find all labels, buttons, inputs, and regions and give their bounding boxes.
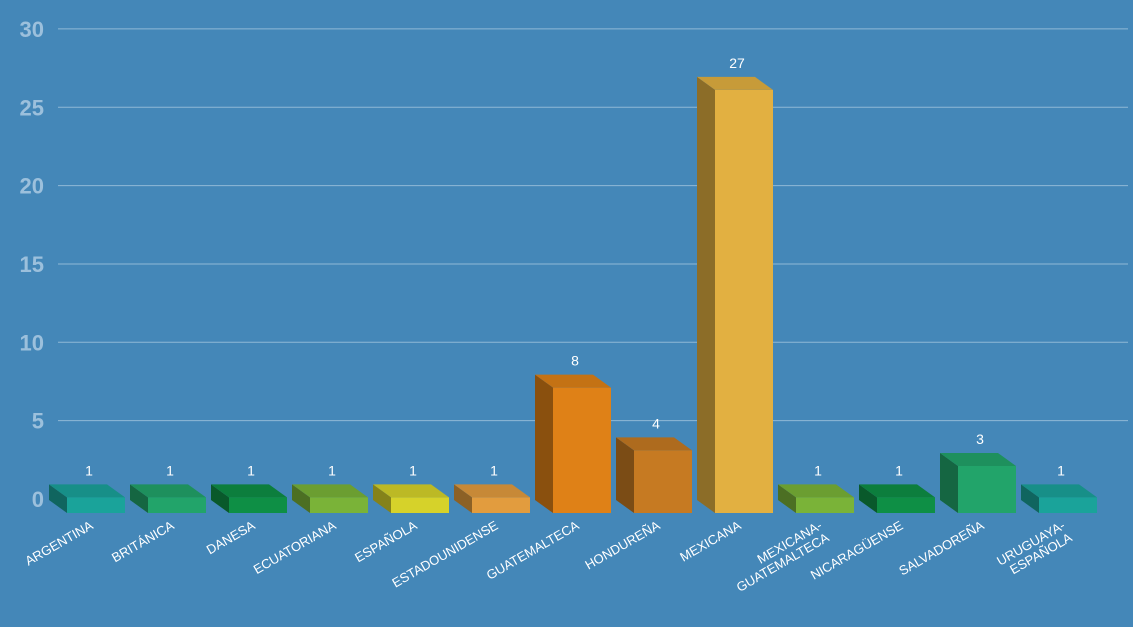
y-tick-label: 15 [20,252,44,277]
data-label: 8 [571,353,579,369]
bar-front [634,450,692,513]
bar-front [148,497,206,513]
bar [454,484,530,513]
bar-top [130,484,206,498]
bar [211,484,287,513]
bar [697,76,773,513]
x-tick-label: SALVADOREÑA [896,517,987,578]
bar-front [67,497,125,513]
bar-front [796,497,854,513]
bar-top [616,437,692,451]
bar [616,437,692,513]
bar-side [454,484,472,513]
bar [292,484,368,513]
x-tick-label: URUGUAYA-ESPAÑOLA [994,517,1075,580]
bar-side [940,452,958,513]
data-label: 3 [976,431,984,447]
bar [373,484,449,513]
y-tick-label: 0 [32,487,44,512]
bar-top [454,484,530,498]
data-label: 1 [814,462,822,478]
bar-side [211,484,229,513]
bar-side [697,76,715,513]
y-tick-label: 25 [20,95,44,120]
bar-top [535,374,611,388]
data-label: 1 [895,462,903,478]
x-tick-label: NICARAGÜENSE [808,517,906,582]
bar-front [391,497,449,513]
bar-side [1021,484,1039,513]
bar-top [292,484,368,498]
y-tick-label: 30 [20,17,44,42]
bar-front [1039,497,1097,513]
data-label: 1 [247,462,255,478]
data-label: 4 [652,415,660,431]
bar-side [373,484,391,513]
x-tick-label: ECUATORIANA [251,517,339,577]
bar-side [535,374,553,513]
bar [49,484,125,513]
data-label: 1 [490,462,498,478]
bar-front [715,89,773,513]
bar-top [859,484,935,498]
bar-top [49,484,125,498]
bar-top [778,484,854,498]
bar-side [616,437,634,513]
data-labels: 1 1 1 1 1 1 8 4 27 1 1 3 1 [85,55,1065,478]
bar [1021,484,1097,513]
x-tick-label: BRITÁNICA [109,517,177,565]
x-tick-label: ESPAÑOLA [352,517,420,565]
bar [778,484,854,513]
bar-side [292,484,310,513]
data-label: 1 [85,462,93,478]
bar-top [373,484,449,498]
data-label: 1 [328,462,336,478]
bar-side [49,484,67,513]
x-tick-label: ARGENTINA [22,517,95,568]
bar-front [958,465,1016,513]
y-tick-label: 20 [20,174,44,199]
bar-side [859,484,877,513]
data-label: 1 [409,462,417,478]
bar-top [940,452,1016,466]
bar [535,374,611,513]
bar-top [211,484,287,498]
data-label: 1 [166,462,174,478]
x-tick-label: HONDUREÑA [582,517,662,572]
gridlines [58,28,1128,422]
y-tick-label: 5 [32,409,44,434]
bar [130,484,206,513]
data-label: 1 [1057,462,1065,478]
bar-front [472,497,530,513]
x-tick-label: DANESA [204,517,258,557]
bar-front [310,497,368,513]
bar-side [130,484,148,513]
data-label: 27 [729,55,745,71]
bars [49,76,1097,513]
y-axis-ticks: 0 5 10 15 20 25 30 [20,17,44,512]
bar-top [697,76,773,90]
bar-front [877,497,935,513]
bar-front [229,497,287,513]
bar-top [1021,484,1097,498]
bar [859,484,935,513]
y-tick-label: 10 [20,330,44,355]
bar [940,452,1016,513]
bar-side [778,484,796,513]
bar-front [553,387,611,513]
x-tick-label: MEXICANA [677,517,744,564]
